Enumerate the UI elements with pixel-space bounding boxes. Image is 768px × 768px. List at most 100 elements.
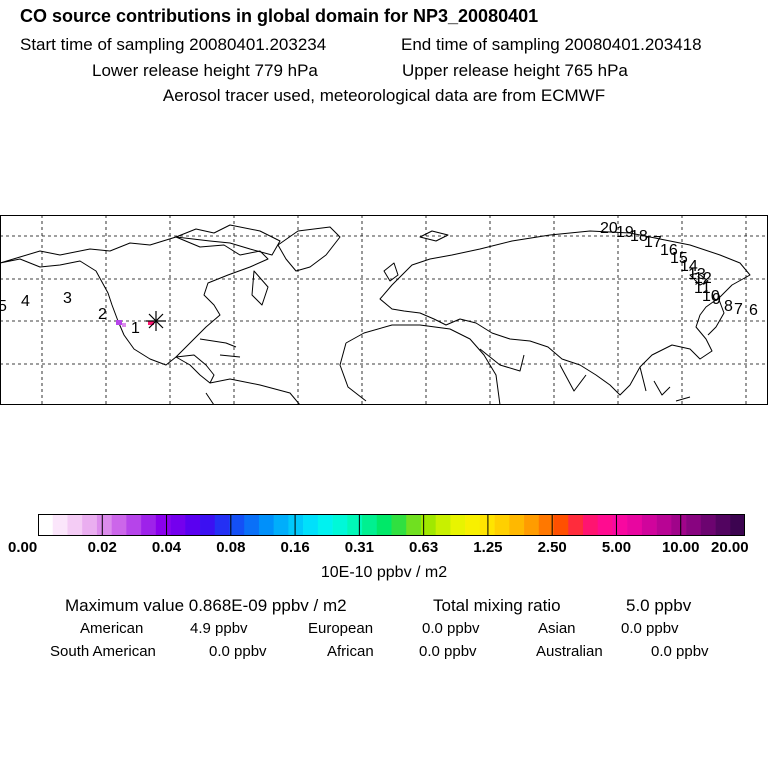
american-label: American — [80, 620, 144, 637]
map-frame — [0, 215, 768, 405]
colorbar-cell — [479, 514, 495, 536]
colorbar-cell — [317, 514, 333, 536]
colorbar-cell — [450, 514, 466, 536]
colorbar-cell — [671, 514, 687, 536]
traj-label-2: 2 — [98, 306, 107, 323]
traj-label-15: 15 — [670, 250, 688, 267]
colorbar-cell — [406, 514, 422, 536]
traj-label-16: 16 — [660, 242, 678, 259]
colorbar-cell — [141, 514, 157, 536]
traj-label-20: 20 — [600, 220, 618, 237]
colorbar-cell — [553, 514, 569, 536]
colorbar-cell — [38, 514, 54, 536]
colorbar-tick-label: 0.08 — [216, 539, 246, 556]
colorbar-cell — [185, 514, 201, 536]
colorbar-cell — [656, 514, 672, 536]
african-label: African — [327, 643, 374, 660]
contribution-patch — [116, 320, 154, 327]
australian-value: 0.0 ppbv — [651, 643, 709, 660]
traj-label-9: 9 — [712, 291, 721, 308]
colorbar-tick-label: 0.00 — [8, 539, 38, 556]
traj-label-5: 5 — [0, 298, 7, 315]
colorbar-cell — [244, 514, 260, 536]
colorbar-cell — [435, 514, 451, 536]
lower-release-height: Lower release height 779 hPa — [92, 61, 318, 80]
colorbar-cell — [258, 514, 274, 536]
colorbar-tick-label: 0.63 — [409, 539, 439, 556]
colorbar-cell — [52, 514, 68, 536]
page-title: CO source contributions in global domain… — [20, 6, 539, 26]
colorbar-cell — [597, 514, 613, 536]
total-mixing-label: Total mixing ratio — [433, 596, 561, 615]
colorbar-tick-label: 2.50 — [537, 539, 567, 556]
info-line: Aerosol tracer used, meteorological data… — [162, 86, 606, 105]
traj-label-11: 11 — [694, 280, 711, 297]
colorbar-cell — [303, 514, 319, 536]
release-point-star — [146, 311, 166, 331]
colorbar-tick-label: 0.02 — [87, 539, 117, 556]
max-value: Maximum value 0.868E-09 ppbv / m2 — [65, 596, 347, 615]
traj-label-18: 18 — [630, 228, 648, 245]
traj-label-6: 6 — [749, 302, 758, 319]
asian-value: 0.0 ppbv — [621, 620, 679, 637]
colorbar-tick-label: 0.31 — [344, 539, 374, 556]
colorbar-cell — [494, 514, 510, 536]
colorbar-cell — [730, 514, 745, 536]
african-value: 0.0 ppbv — [419, 643, 477, 660]
colorbar-tick-label: 0.16 — [280, 539, 310, 556]
colorbar-cell — [214, 514, 230, 536]
colorbar-cell — [465, 514, 481, 536]
colorbar-cell — [568, 514, 584, 536]
colorbar-cell — [700, 514, 716, 536]
traj-label-3: 3 — [63, 290, 72, 307]
colorbar-cell — [347, 514, 363, 536]
colorbar-tick-label: 10.00 — [661, 539, 700, 556]
colorbar-cell — [332, 514, 348, 536]
colorbar-tick-label: 1.25 — [473, 539, 503, 556]
graticule — [0, 215, 768, 405]
colorbar-cell — [155, 514, 171, 536]
colorbar — [38, 514, 745, 536]
colorbar-cell — [126, 514, 142, 536]
colorbar-cell — [524, 514, 540, 536]
american-value: 4.9 ppbv — [190, 620, 248, 637]
colorbar-cell — [715, 514, 731, 536]
traj-label-1: 1 — [131, 320, 140, 337]
colorbar-tick-label: 20.00 — [711, 539, 749, 556]
end-time: End time of sampling 20080401.203418 — [401, 35, 702, 54]
colorbar-cell — [686, 514, 702, 536]
colorbar-cell — [362, 514, 378, 536]
australian-label: Australian — [536, 643, 603, 660]
colorbar-cell — [582, 514, 599, 536]
traj-label-4: 4 — [21, 293, 30, 310]
colorbar-cell — [376, 514, 392, 536]
colorbar-cell — [67, 514, 83, 536]
colorbar-frame — [38, 514, 745, 536]
traj-label-19: 19 — [616, 224, 634, 241]
world-map: 5 4 3 2 1 6 7 8 9 10 11 12 13 14 15 16 1… — [0, 215, 768, 405]
colorbar-cell — [420, 514, 436, 536]
colorbar-cell — [200, 514, 216, 536]
colorbar-cell — [641, 514, 657, 536]
total-mixing-value: 5.0 ppbv — [626, 596, 692, 615]
traj-label-8: 8 — [724, 298, 733, 315]
colorbar-tick-label: 0.04 — [151, 539, 182, 556]
colorbar-cell — [391, 514, 407, 536]
south-american-value: 0.0 ppbv — [209, 643, 267, 660]
colorbar-cell — [538, 514, 554, 536]
colorbar-cell — [627, 514, 643, 536]
colorbar-cell — [229, 514, 245, 536]
colorbar-cell — [82, 514, 98, 536]
colorbar-cell — [273, 514, 289, 536]
coastlines — [0, 224, 751, 405]
traj-label-17: 17 — [644, 234, 662, 251]
european-value: 0.0 ppbv — [422, 620, 480, 637]
traj-label-13: 13 — [688, 266, 706, 283]
traj-label-7: 7 — [734, 301, 743, 318]
start-time: Start time of sampling 20080401.203234 — [20, 35, 327, 54]
colorbar-cell — [96, 514, 112, 536]
colorbar-cell — [509, 514, 525, 536]
asian-label: Asian — [538, 620, 576, 637]
traj-label-10: 10 — [702, 288, 720, 305]
colorbar-cell — [111, 514, 127, 536]
